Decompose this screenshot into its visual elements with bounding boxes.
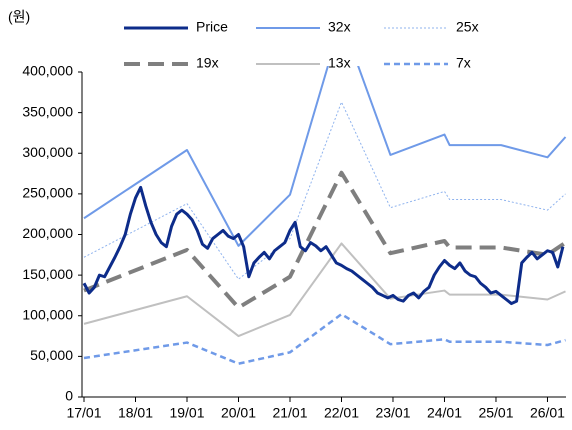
series-line (83, 66, 567, 247)
legend-label: 25x (456, 19, 479, 35)
y-tick-label: 400,000 (22, 63, 73, 79)
y-tick-label: 200,000 (22, 225, 73, 241)
series-line (82, 185, 565, 306)
y-tick-label: 350,000 (22, 103, 73, 119)
legend-label: 13x (328, 55, 351, 71)
series-line (83, 242, 566, 338)
plot-area (82, 66, 567, 365)
x-tick-label: 24/01 (427, 405, 462, 421)
series-line (83, 101, 566, 280)
x-tick-label: 22/01 (324, 405, 359, 421)
legend-label: Price (196, 19, 228, 35)
x-tick-label: 20/01 (221, 405, 256, 421)
x-tick-label: 19/01 (169, 405, 204, 421)
y-tick-label: 300,000 (22, 144, 73, 160)
x-tick-label: 17/01 (66, 405, 101, 421)
x-tick-label: 25/01 (478, 405, 513, 421)
x-tick-label: 21/01 (272, 405, 307, 421)
y-tick-label: 0 (65, 388, 73, 404)
unit-label: (원) (8, 9, 30, 25)
series-line (83, 312, 566, 365)
legend-label: 7x (456, 55, 471, 71)
x-tick-label: 23/01 (375, 405, 410, 421)
y-tick-label: 150,000 (22, 266, 73, 282)
x-tick-label: 18/01 (118, 405, 153, 421)
y-tick-label: 100,000 (22, 306, 73, 322)
y-tick-label: 250,000 (22, 185, 73, 201)
x-tick-label: 26/01 (530, 405, 565, 421)
legend-label: 19x (196, 55, 219, 71)
y-tick-label: 50,000 (30, 347, 73, 363)
legend-label: 32x (328, 19, 351, 35)
series-line (83, 170, 567, 310)
